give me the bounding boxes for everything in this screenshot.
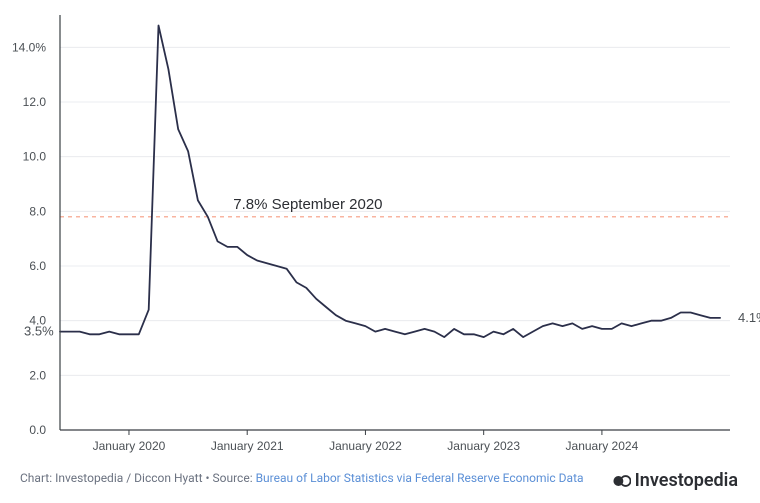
credit-prefix: Chart: Investopedia / Diccon Hyatt • Sou… (20, 471, 256, 485)
x-axis-tick-label: January 2020 (93, 439, 166, 453)
chart-credit: Chart: Investopedia / Diccon Hyatt • Sou… (20, 471, 584, 485)
investopedia-icon (613, 472, 631, 490)
x-axis-tick-label: January 2023 (447, 439, 520, 453)
chart-container: 0.02.04.06.08.010.012.014.0%7.8% Septemb… (0, 0, 760, 503)
y-axis-tick-label: 6.0 (29, 259, 46, 273)
brand-logo: Investopedia (613, 470, 738, 491)
credit-source-link[interactable]: Bureau of Labor Statistics via Federal R… (256, 471, 584, 485)
y-axis-tick-label: 2.0 (29, 368, 46, 382)
y-axis-tick-label: 8.0 (29, 204, 46, 218)
brand-text: Investopedia (635, 470, 738, 491)
x-axis-tick-label: January 2022 (329, 439, 402, 453)
y-axis-tick-label: 0.0 (29, 423, 46, 437)
y-axis-tick-label: 14.0% (12, 40, 46, 54)
series-start-label: 3.5% (24, 324, 54, 339)
y-axis-tick-label: 12.0 (23, 95, 47, 109)
reference-line-label: 7.8% September 2020 (233, 196, 382, 213)
y-axis-tick-label: 10.0 (23, 150, 47, 164)
line-chart: 0.02.04.06.08.010.012.014.0%7.8% Septemb… (0, 0, 760, 503)
x-axis-tick-label: January 2024 (566, 439, 639, 453)
series-end-label: 4.1% (738, 310, 760, 325)
x-axis-tick-label: January 2021 (211, 439, 284, 453)
